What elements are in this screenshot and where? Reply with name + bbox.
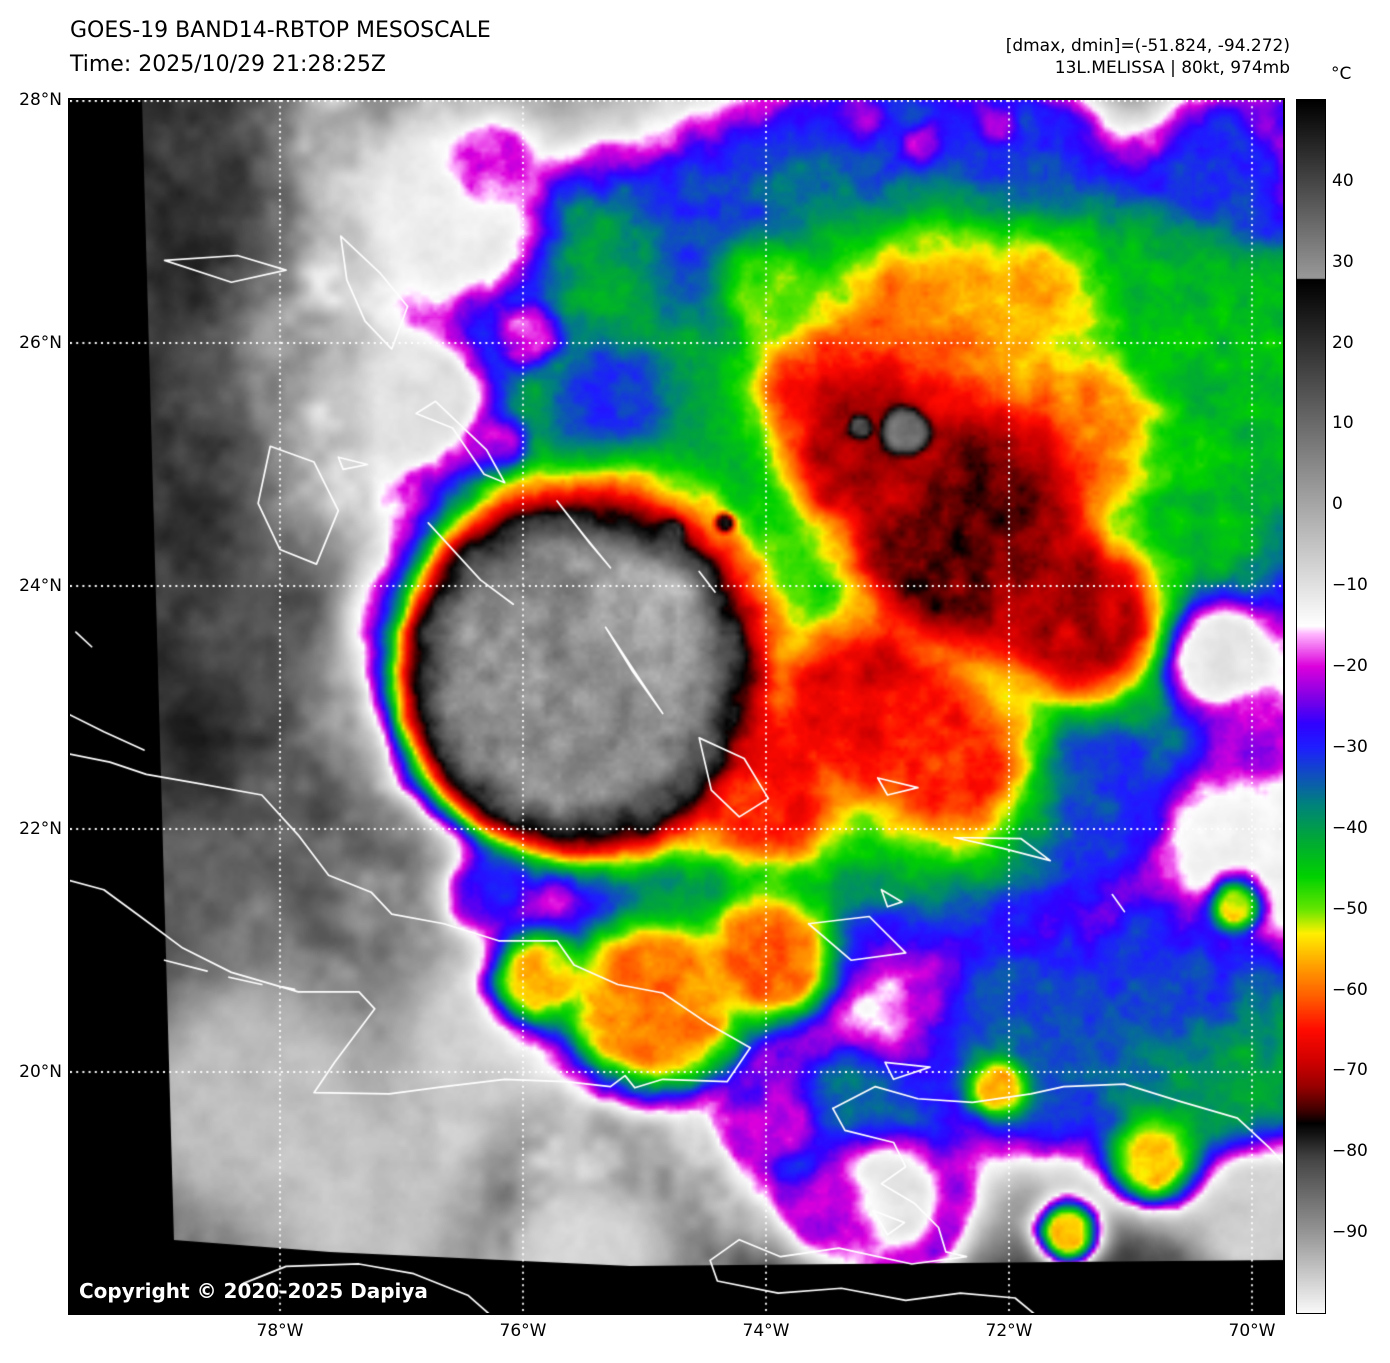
- colorbar-tick-label: −50: [1332, 898, 1368, 919]
- lat-tick-label: 20°N: [19, 1062, 62, 1082]
- colorbar-tick-label: −40: [1332, 817, 1368, 838]
- lat-tick-label: 28°N: [19, 90, 62, 110]
- lat-tick-label: 24°N: [19, 576, 62, 596]
- lon-tick-label: 72°W: [985, 1321, 1033, 1341]
- product-timestamp: Time: 2025/10/29 21:28:25Z: [70, 52, 386, 77]
- lat-tick-label: 26°N: [19, 333, 62, 353]
- colorbar-tick-label: 10: [1332, 413, 1354, 434]
- colorbar-tick-label: 20: [1332, 332, 1354, 353]
- colorbar-tick-label: −20: [1332, 656, 1368, 677]
- colorbar-unit-label: °C: [1331, 64, 1352, 84]
- storm-status-readout: 13L.MELISSA | 80kt, 974mb: [1054, 58, 1290, 78]
- colorbar: [1296, 99, 1326, 1314]
- colorbar-tick-label: 40: [1332, 170, 1354, 191]
- lon-tick-label: 70°W: [1228, 1321, 1276, 1341]
- product-title: GOES-19 BAND14-RBTOP MESOSCALE: [70, 18, 491, 43]
- colorbar-tick-label: −60: [1332, 979, 1368, 1000]
- colorbar-tick-label: 0: [1332, 494, 1343, 515]
- lon-tick-label: 74°W: [742, 1321, 790, 1341]
- lat-tick-label: 22°N: [19, 819, 62, 839]
- colorbar-tick-label: −80: [1332, 1141, 1368, 1162]
- copyright-watermark: Copyright © 2020-2025 Dapiya: [79, 1279, 428, 1303]
- lon-tick-label: 78°W: [256, 1321, 304, 1341]
- colorbar-tick-label: −90: [1332, 1222, 1368, 1243]
- lon-tick-label: 76°W: [499, 1321, 547, 1341]
- colorbar-tick-label: 30: [1332, 251, 1354, 272]
- colorbar-tick-label: −30: [1332, 736, 1368, 757]
- satellite-image-canvas: [68, 98, 1285, 1315]
- dmax-dmin-readout: [dmax, dmin]=(-51.824, -94.272): [1005, 36, 1290, 56]
- colorbar-tick-label: −70: [1332, 1060, 1368, 1081]
- colorbar-tick-label: −10: [1332, 575, 1368, 596]
